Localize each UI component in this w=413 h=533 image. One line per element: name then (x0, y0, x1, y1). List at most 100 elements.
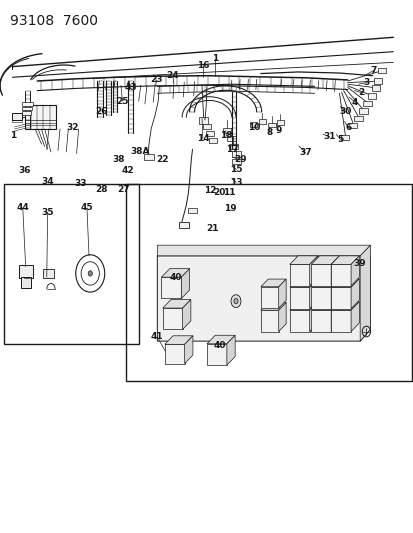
Text: 37: 37 (299, 148, 311, 157)
Polygon shape (359, 245, 370, 341)
Bar (12, 113, 21, 120)
Bar (363, 101, 371, 106)
Text: 32: 32 (66, 124, 78, 132)
Bar (222, 128, 231, 133)
Polygon shape (350, 302, 358, 332)
Bar (231, 159, 240, 164)
Text: 8: 8 (266, 128, 273, 136)
Polygon shape (278, 279, 285, 308)
Circle shape (88, 271, 92, 276)
Polygon shape (289, 264, 309, 286)
Polygon shape (206, 344, 226, 365)
Text: 14: 14 (196, 134, 209, 143)
Polygon shape (161, 277, 181, 298)
Circle shape (233, 298, 237, 304)
Bar (21, 102, 33, 106)
Polygon shape (309, 256, 317, 286)
Bar (4, 184, 138, 344)
Polygon shape (260, 310, 278, 332)
Bar (228, 144, 237, 149)
Text: 39: 39 (353, 260, 366, 268)
Polygon shape (330, 256, 358, 264)
Text: 9: 9 (274, 126, 281, 134)
Polygon shape (311, 279, 339, 287)
Bar (25, 105, 56, 129)
Text: 30: 30 (339, 108, 351, 116)
Text: 10: 10 (247, 124, 260, 132)
Text: 44: 44 (17, 204, 29, 212)
Polygon shape (260, 303, 285, 310)
Polygon shape (157, 256, 370, 341)
Bar (198, 117, 207, 124)
Polygon shape (289, 302, 317, 310)
Text: 38: 38 (112, 156, 125, 164)
Bar (43, 269, 54, 278)
Bar (276, 120, 283, 125)
Text: 38A: 38A (130, 148, 150, 156)
Bar (358, 108, 367, 114)
Text: 34: 34 (41, 177, 54, 185)
Text: 41: 41 (151, 333, 163, 341)
Polygon shape (260, 279, 285, 287)
Polygon shape (309, 302, 317, 332)
Polygon shape (330, 279, 358, 287)
Bar (371, 85, 379, 91)
Polygon shape (330, 264, 350, 286)
Polygon shape (278, 303, 285, 332)
Text: 4: 4 (351, 98, 358, 107)
Text: 23: 23 (150, 76, 162, 84)
Text: 29: 29 (233, 156, 246, 164)
Text: 21: 21 (206, 224, 218, 232)
Text: 11: 11 (222, 189, 235, 197)
Polygon shape (260, 287, 278, 308)
Text: 42: 42 (121, 166, 133, 175)
Text: 27: 27 (117, 185, 129, 193)
Text: 33: 33 (74, 180, 87, 188)
Bar (144, 154, 154, 160)
Polygon shape (164, 344, 184, 364)
Text: 93108  7600: 93108 7600 (10, 14, 98, 28)
Text: 36: 36 (19, 166, 31, 175)
Text: 1: 1 (10, 132, 17, 140)
Bar (231, 151, 240, 157)
Polygon shape (181, 269, 189, 298)
Text: 5: 5 (337, 135, 343, 144)
Text: 16: 16 (196, 61, 209, 69)
Text: 3: 3 (363, 78, 369, 87)
Text: 19: 19 (224, 205, 236, 213)
Polygon shape (350, 279, 358, 309)
Bar (202, 124, 211, 129)
Polygon shape (226, 335, 235, 365)
Polygon shape (289, 256, 317, 264)
Text: 28: 28 (95, 185, 107, 193)
Bar (377, 68, 385, 73)
Polygon shape (330, 256, 339, 286)
Polygon shape (330, 310, 350, 332)
Bar (21, 111, 31, 115)
Bar (258, 119, 266, 124)
Text: 6: 6 (345, 124, 351, 132)
Bar (178, 222, 188, 228)
Bar (340, 135, 348, 140)
Bar (21, 277, 31, 288)
Polygon shape (311, 310, 330, 332)
Bar (209, 138, 217, 143)
Polygon shape (184, 336, 192, 364)
Text: 45: 45 (81, 204, 93, 212)
Bar (250, 122, 256, 127)
Text: 43: 43 (124, 84, 136, 92)
Polygon shape (289, 279, 317, 287)
Bar (188, 208, 197, 213)
Circle shape (230, 295, 240, 308)
Polygon shape (161, 269, 189, 277)
Text: 1: 1 (211, 54, 218, 63)
Text: 17: 17 (226, 145, 238, 154)
Polygon shape (330, 302, 339, 332)
Polygon shape (311, 287, 330, 309)
Text: 20: 20 (213, 189, 225, 197)
Bar (126, 184, 411, 381)
Polygon shape (311, 302, 339, 310)
Polygon shape (309, 279, 317, 309)
Text: 31: 31 (323, 132, 335, 141)
Polygon shape (311, 264, 330, 286)
